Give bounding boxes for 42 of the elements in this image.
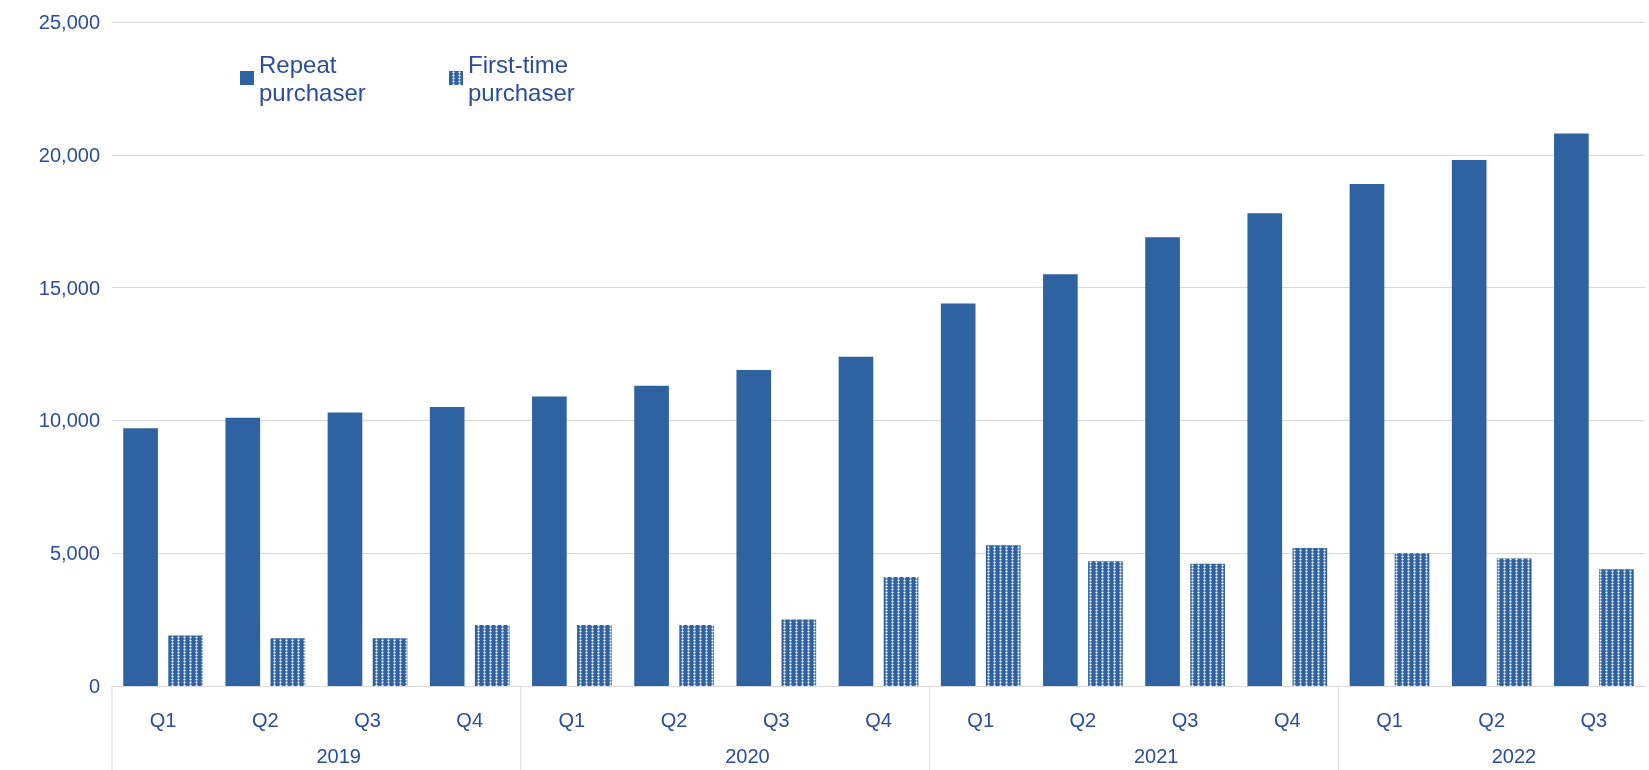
- y-tick-label: 0: [88, 675, 100, 697]
- bar: [429, 407, 465, 686]
- bar: [532, 396, 567, 686]
- text: 2022: [1491, 745, 1537, 767]
- bar: [736, 369, 772, 686]
- x-tick-label: Q1: [967, 709, 995, 731]
- x-tick-label: Q4: [865, 709, 892, 731]
- x-tick-label: Q2: [1478, 709, 1506, 731]
- x-tick-label: Q3: [762, 709, 790, 731]
- x-tick-label: Q4: [1273, 709, 1301, 731]
- bar: [327, 412, 363, 686]
- bar: [1043, 274, 1078, 686]
- x-tick-label: Q2: [660, 709, 688, 731]
- x-tick-label: Q2: [1069, 709, 1097, 731]
- bar: [940, 303, 976, 686]
- x-tick-label: Q1: [1376, 709, 1403, 731]
- bar: [1554, 133, 1589, 686]
- bar: [1247, 213, 1283, 686]
- y-tick-label: 10,000: [38, 409, 100, 432]
- bar: [1145, 237, 1180, 686]
- legend-label: First-time purchaser: [468, 50, 575, 106]
- bar: [1451, 160, 1487, 686]
- bar: [634, 385, 669, 686]
- text: 2019: [316, 745, 361, 767]
- x-tick-label: Q1: [558, 709, 586, 731]
- y-tick-label: 25,000: [38, 11, 100, 33]
- x-tick-label: Q4: [456, 709, 484, 731]
- y-tick-label: 15,000: [38, 276, 100, 299]
- legend-label: Repeat purchaser: [259, 50, 366, 106]
- x-tick-label: Q2: [251, 709, 279, 731]
- x-tick-label: Q1: [149, 709, 177, 731]
- x-tick-label: Q3: [1171, 709, 1199, 731]
- x-tick-label: Q3: [354, 709, 381, 731]
- y-tick-label: 20,000: [38, 143, 100, 166]
- bar: [1349, 184, 1385, 686]
- y-tick-label: 5,000: [49, 542, 100, 565]
- bar: [225, 417, 261, 686]
- bar: [838, 356, 874, 686]
- text: 2020: [725, 745, 770, 767]
- text: 2021: [1134, 745, 1179, 767]
- x-tick-label: Q3: [1580, 709, 1608, 731]
- bar: [123, 428, 158, 686]
